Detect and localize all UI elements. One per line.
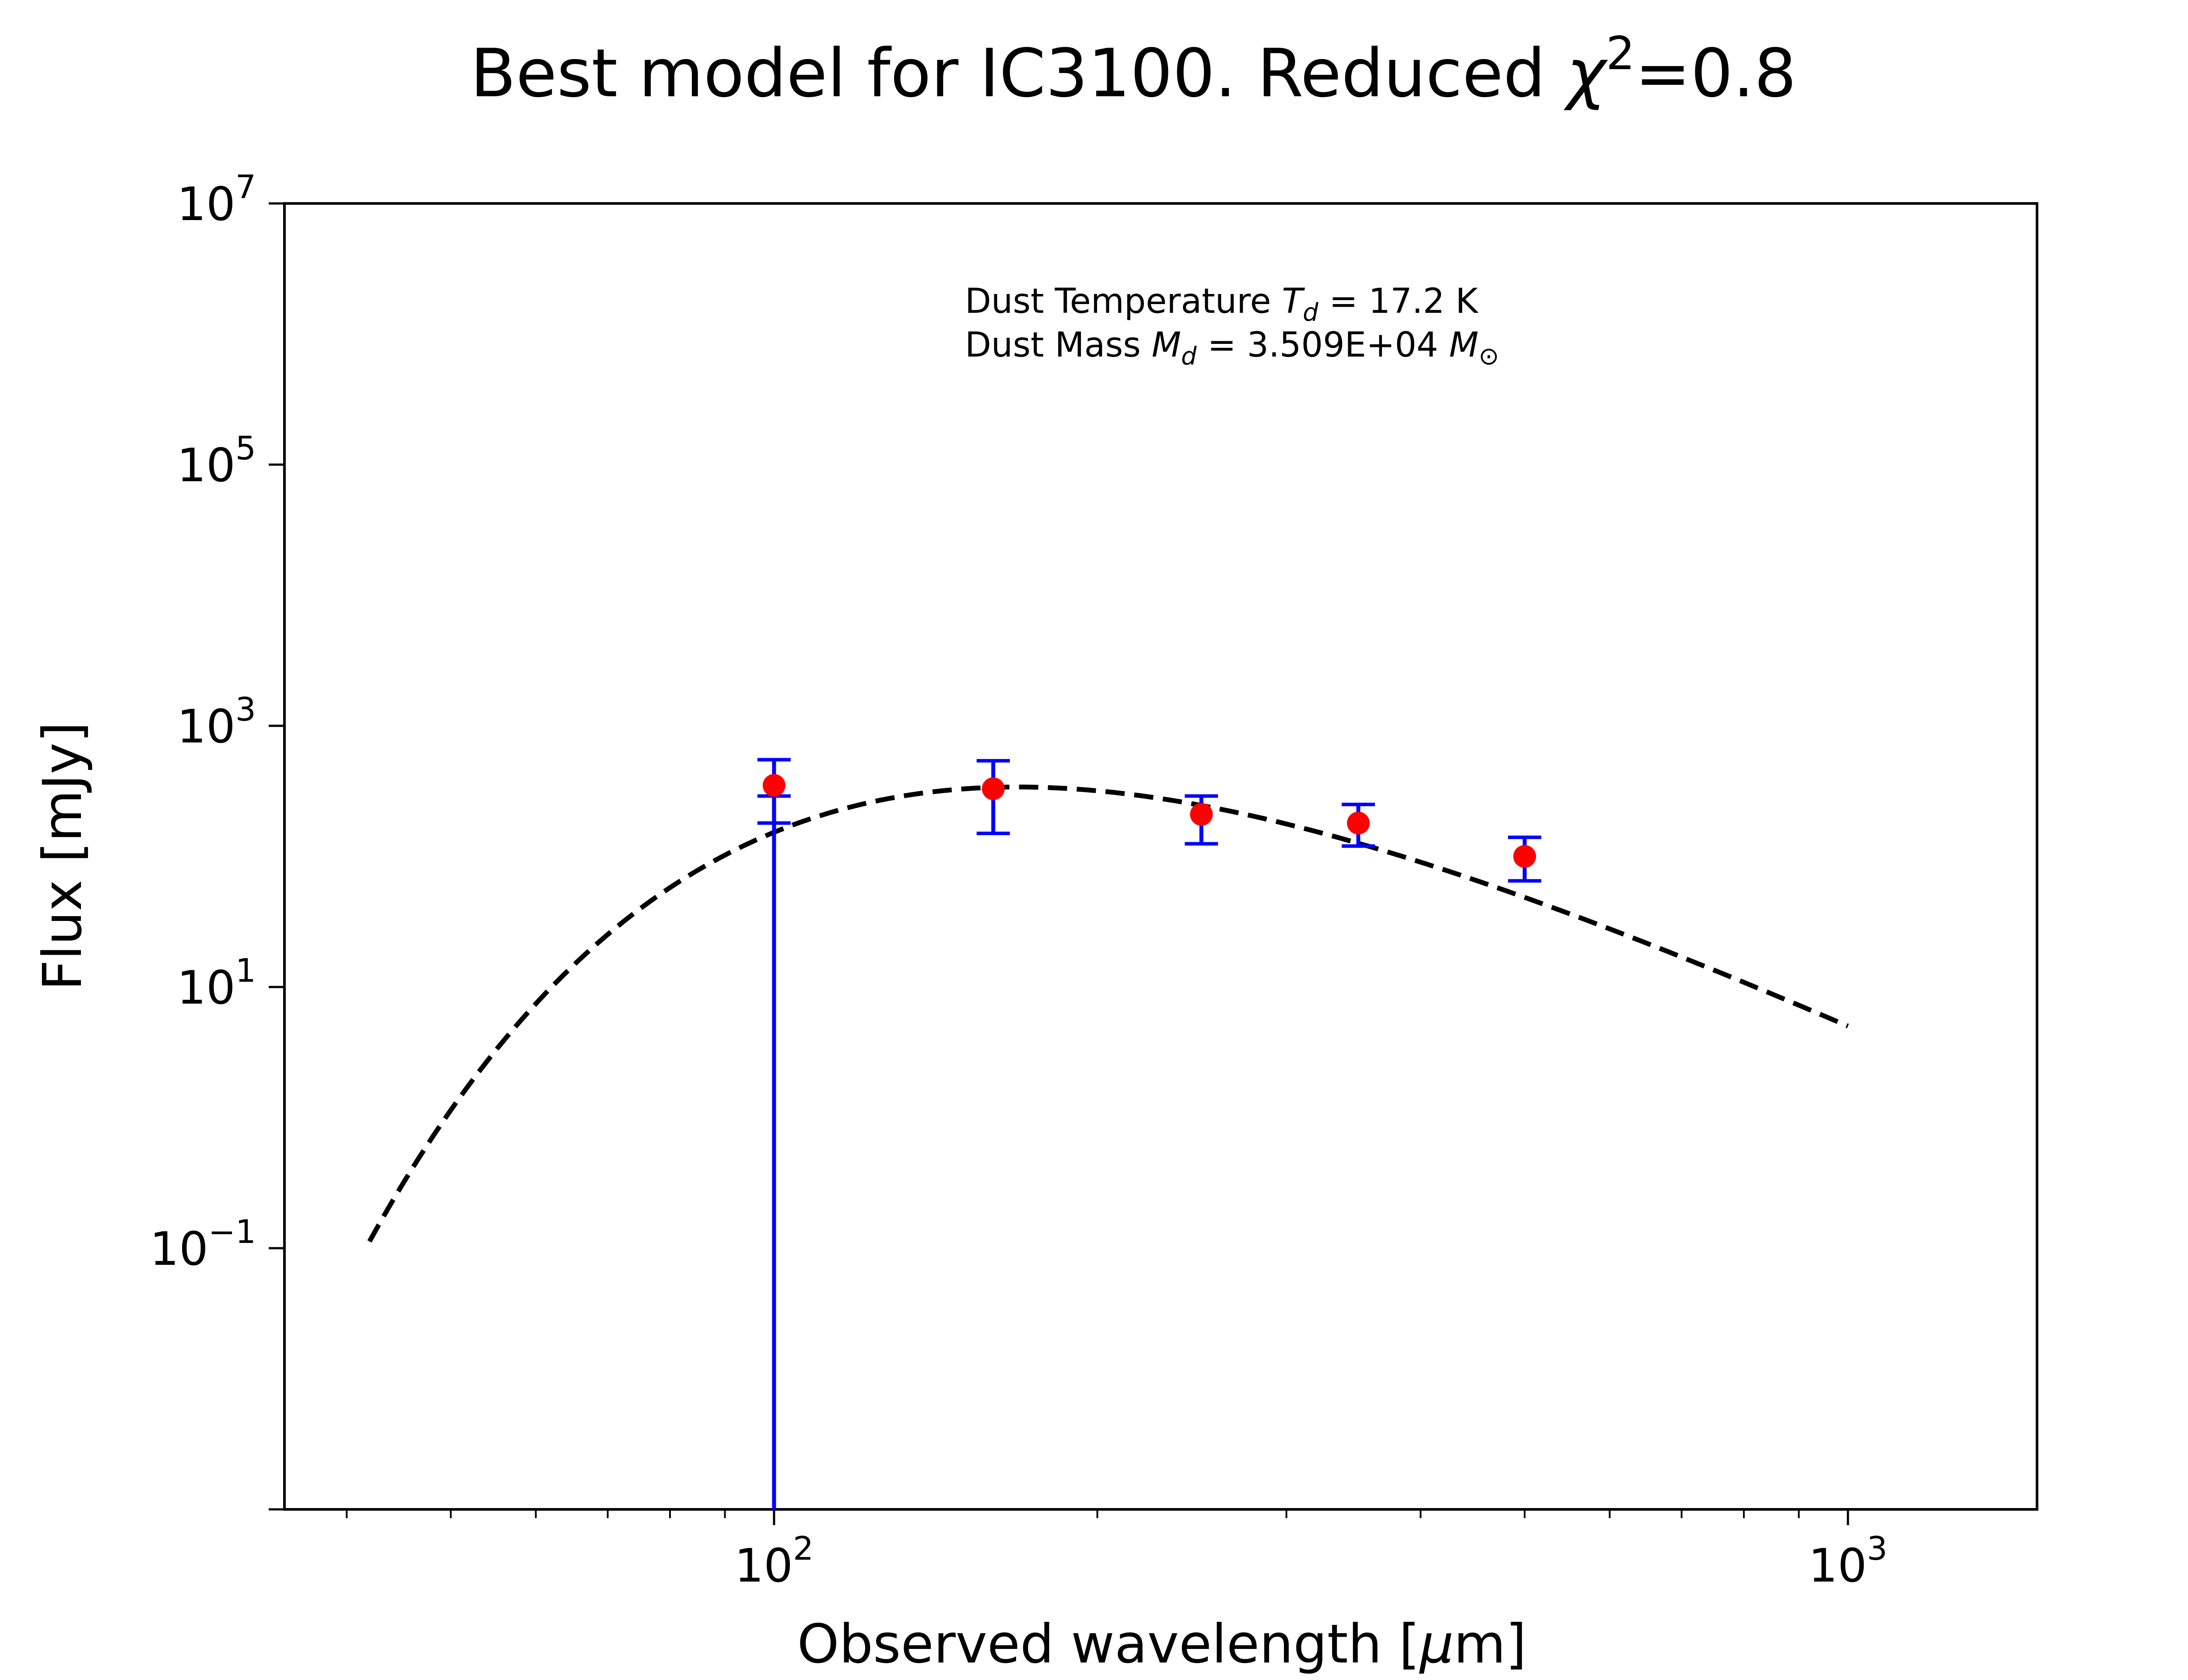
x-axis-label: Observed wavelength [μm] xyxy=(797,1613,1527,1675)
title-prefix: Best model for IC3100. Reduced xyxy=(470,35,1567,112)
y-tick-label: 107 xyxy=(177,168,256,231)
data-point-0 xyxy=(762,774,785,797)
title-suffix: =0.8 xyxy=(1635,35,1796,112)
model-curve-group xyxy=(367,784,1849,1243)
errorbar-group xyxy=(757,758,1542,1509)
model-curve xyxy=(367,784,1849,1243)
y-tick-label: 10−1 xyxy=(150,1213,256,1276)
y-axis-label: Flux [mJy] xyxy=(32,722,94,991)
title-chi-symbol: χ xyxy=(1564,35,1608,112)
data-point-3 xyxy=(1190,803,1213,826)
annotation-temperature: Dust Temperature Td = 17.2 K xyxy=(965,282,1479,327)
title-chi-exponent: 2 xyxy=(1606,27,1635,80)
x-tick-label: 102 xyxy=(735,1530,814,1592)
annotation-mass: Dust Mass Md = 3.509E+04 M⊙ xyxy=(965,326,1499,371)
chart-title: Best model for IC3100. Reduced χ2=0.8 xyxy=(470,27,1796,112)
data-points-group xyxy=(762,774,1536,868)
data-point-4 xyxy=(1347,812,1370,835)
axis-ticks: 102 103 10−1 101 103 105 107 xyxy=(150,168,1887,1592)
y-tick-label: 105 xyxy=(177,430,256,492)
x-tick-label: 103 xyxy=(1809,1530,1888,1592)
plot-frame xyxy=(283,202,2038,1511)
y-tick-label: 101 xyxy=(177,952,256,1015)
y-tick-label: 103 xyxy=(177,691,256,753)
data-point-2 xyxy=(982,777,1005,800)
data-point-5 xyxy=(1513,845,1536,868)
